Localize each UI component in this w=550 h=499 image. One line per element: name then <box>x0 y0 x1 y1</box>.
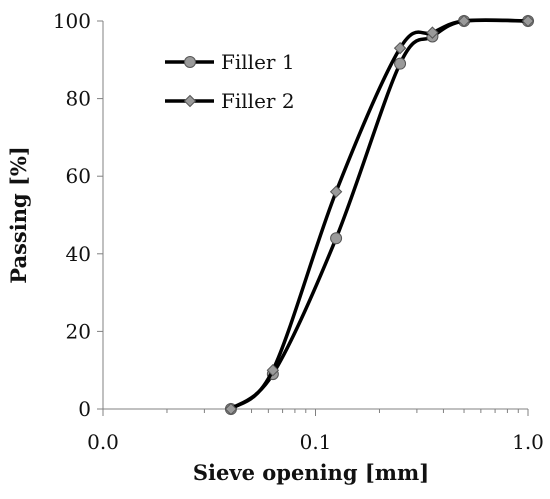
data-point <box>426 26 439 39</box>
legend-entry-1: Filler 1 <box>165 50 295 74</box>
legend: Filler 1 Filler 2 <box>165 50 295 113</box>
x-axis: 0.0 0.1 1.0 <box>87 408 544 454</box>
data-point <box>394 57 407 70</box>
y-tick-label: 0 <box>78 397 91 421</box>
data-point <box>521 14 535 28</box>
y-axis: 0 20 40 60 80 100 <box>53 9 104 421</box>
data-point <box>329 185 343 198</box>
data-point <box>266 363 280 377</box>
y-tick-label: 40 <box>66 242 91 266</box>
legend-marker <box>183 94 197 108</box>
series-layer <box>224 14 535 416</box>
data-point <box>330 232 343 245</box>
series-2 <box>224 14 535 416</box>
legend-label: Filler 2 <box>221 89 295 113</box>
y-tick-label: 100 <box>53 9 91 33</box>
legend-entry-2: Filler 2 <box>165 89 295 113</box>
series-line <box>229 18 529 411</box>
series-1 <box>224 15 534 415</box>
y-axis-title: Passing [%] <box>6 146 31 284</box>
y-tick-label: 20 <box>66 319 91 343</box>
x-tick-label: 1.0 <box>512 430 544 454</box>
legend-marker <box>184 56 196 68</box>
x-axis-title: Sieve opening [mm] <box>193 460 429 485</box>
data-point <box>393 41 407 55</box>
y-tick-label: 80 <box>66 87 91 111</box>
series-line <box>229 18 529 411</box>
x-tick-label: 0.0 <box>87 430 119 454</box>
y-tick-label: 60 <box>66 164 91 188</box>
data-point <box>457 14 471 28</box>
data-point <box>224 402 238 416</box>
x-tick-label: 0.1 <box>300 430 332 454</box>
legend-label: Filler 1 <box>221 50 295 74</box>
